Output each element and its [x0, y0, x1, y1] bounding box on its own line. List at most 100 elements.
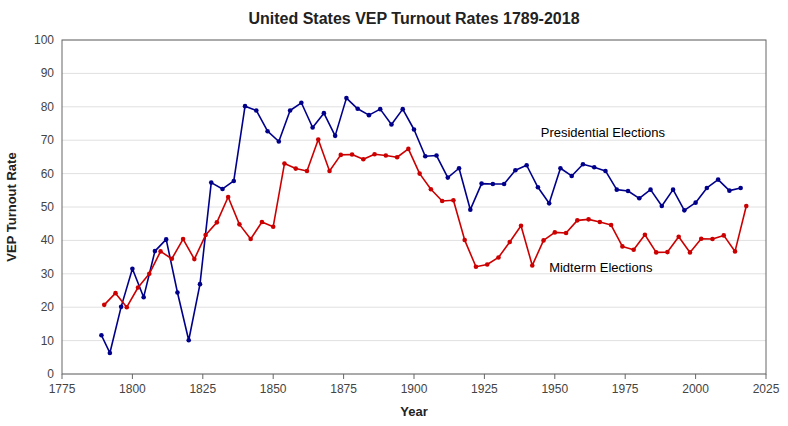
point — [592, 165, 597, 170]
y-tick-label: 80 — [41, 100, 55, 114]
point — [192, 257, 197, 262]
point — [338, 153, 343, 158]
x-tick-label: 2025 — [753, 382, 780, 396]
point — [637, 196, 642, 201]
x-tick — [273, 374, 274, 379]
x-tick — [62, 374, 63, 379]
point — [744, 204, 749, 209]
point — [738, 186, 743, 191]
point — [603, 169, 608, 174]
point — [113, 291, 118, 296]
chart: 0102030405060708090100177518001825185018… — [0, 0, 788, 426]
point — [316, 137, 321, 142]
point — [710, 237, 715, 242]
series-line — [101, 98, 740, 353]
point — [141, 295, 146, 300]
point — [389, 122, 394, 127]
point — [265, 129, 270, 134]
point — [547, 201, 552, 206]
grid-line — [62, 73, 766, 74]
annotation: Presidential Elections — [541, 125, 666, 140]
point — [507, 240, 512, 245]
grid-line — [62, 173, 766, 174]
y-tick-label: 0 — [47, 367, 54, 381]
point — [575, 218, 580, 223]
point — [468, 207, 473, 212]
point — [564, 231, 569, 236]
series-line — [104, 140, 746, 308]
point — [119, 305, 124, 310]
point — [322, 111, 327, 116]
point — [705, 186, 710, 191]
y-tick-label: 30 — [41, 267, 55, 281]
point — [158, 249, 163, 254]
point — [721, 233, 726, 238]
y-tick-label: 20 — [41, 300, 55, 314]
point — [260, 220, 265, 225]
point — [682, 208, 687, 213]
point — [378, 107, 383, 112]
point — [412, 127, 417, 132]
y-tick-label: 70 — [41, 133, 55, 147]
series — [99, 96, 743, 355]
point — [215, 220, 220, 225]
point — [108, 351, 113, 356]
series — [102, 137, 749, 309]
point — [688, 250, 693, 255]
point — [445, 175, 450, 180]
point — [226, 195, 231, 200]
grid — [62, 40, 766, 374]
point — [519, 223, 524, 228]
point — [496, 255, 501, 260]
point — [198, 282, 203, 287]
x-tick-label: 1825 — [189, 382, 216, 396]
point — [220, 187, 225, 192]
point — [99, 333, 104, 338]
point — [130, 266, 135, 271]
point — [536, 185, 541, 190]
point — [136, 285, 141, 290]
point — [153, 249, 158, 254]
y-tick-label: 60 — [41, 167, 55, 181]
x-tick — [132, 374, 133, 379]
point — [147, 272, 152, 277]
grid-line — [62, 106, 766, 107]
point — [620, 244, 625, 249]
point — [271, 224, 276, 229]
point — [344, 96, 349, 101]
y-tick-label: 100 — [34, 33, 54, 47]
x-tick-label: 1875 — [330, 382, 357, 396]
point — [699, 236, 704, 241]
y-tick-label: 40 — [41, 233, 55, 247]
grid-line — [62, 307, 766, 308]
point — [598, 220, 603, 225]
point — [479, 181, 484, 186]
point — [665, 250, 670, 255]
point — [355, 107, 360, 112]
x-tick — [343, 374, 344, 379]
point — [417, 171, 422, 176]
point — [530, 263, 535, 268]
point — [474, 264, 479, 269]
title: United States VEP Turnout Rates 1789-201… — [248, 10, 579, 27]
point — [175, 290, 180, 295]
point — [429, 187, 434, 192]
point — [170, 256, 175, 261]
x-tick-label: 1775 — [49, 382, 76, 396]
point — [181, 237, 186, 242]
point — [693, 200, 698, 205]
point — [654, 250, 659, 255]
point — [124, 305, 129, 310]
point — [293, 166, 298, 171]
point — [384, 153, 389, 158]
point — [671, 187, 676, 192]
grid-line — [62, 340, 766, 341]
point — [524, 163, 529, 168]
point — [367, 113, 372, 118]
point — [440, 199, 445, 204]
point — [333, 134, 338, 139]
point — [727, 188, 732, 193]
point — [643, 232, 648, 237]
point — [277, 139, 282, 144]
point — [361, 157, 366, 162]
